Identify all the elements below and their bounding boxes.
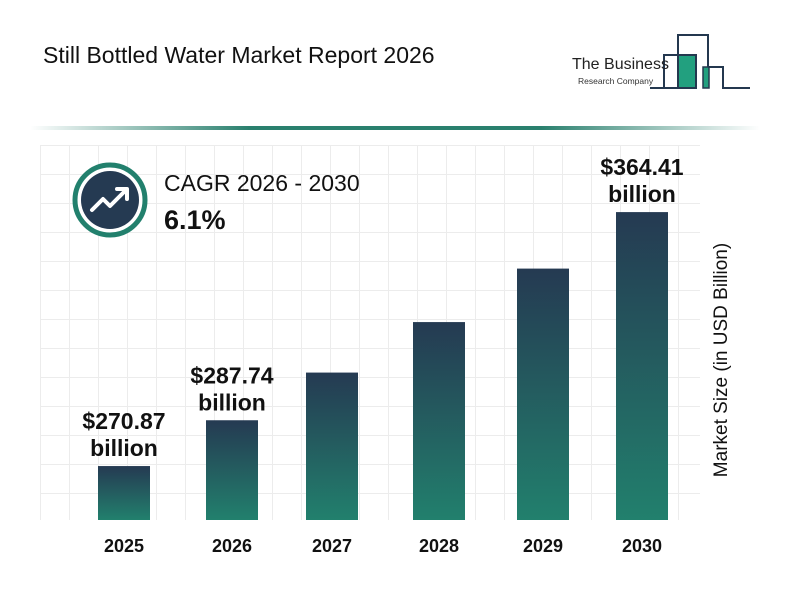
bar-2030	[616, 212, 668, 520]
cagr-value: 6.1%	[164, 205, 226, 235]
x-tick-label: 2025	[104, 536, 144, 556]
x-tick-label: 2029	[523, 536, 563, 556]
data-label-value: $364.41	[600, 154, 683, 180]
bar-2026	[206, 420, 258, 520]
logo-buildings-icon	[650, 34, 750, 89]
bar-2025	[98, 466, 150, 520]
data-label-value: $270.87	[82, 408, 165, 434]
x-tick-label: 2026	[212, 536, 252, 556]
data-label-value: $287.74	[190, 362, 273, 388]
x-tick-label: 2028	[419, 536, 459, 556]
data-label-unit: billion	[198, 389, 266, 415]
divider	[30, 126, 760, 130]
chart-grid	[40, 145, 700, 520]
data-label-unit: billion	[90, 435, 158, 461]
logo-subtext: Research Company	[578, 76, 654, 86]
company-logo: The Business Research Company	[560, 20, 760, 100]
logo-text: The Business	[572, 56, 669, 73]
trend-up-arrow-icon	[72, 162, 148, 238]
x-tick-label: 2030	[622, 536, 662, 556]
data-label-unit: billion	[608, 181, 676, 207]
x-tick-label: 2027	[312, 536, 352, 556]
bar-2029	[517, 268, 569, 520]
bar-2028	[413, 322, 465, 520]
page-title: Still Bottled Water Market Report 2026	[43, 42, 435, 68]
bar-2027	[306, 372, 358, 520]
cagr-label: CAGR 2026 - 2030	[164, 170, 360, 196]
